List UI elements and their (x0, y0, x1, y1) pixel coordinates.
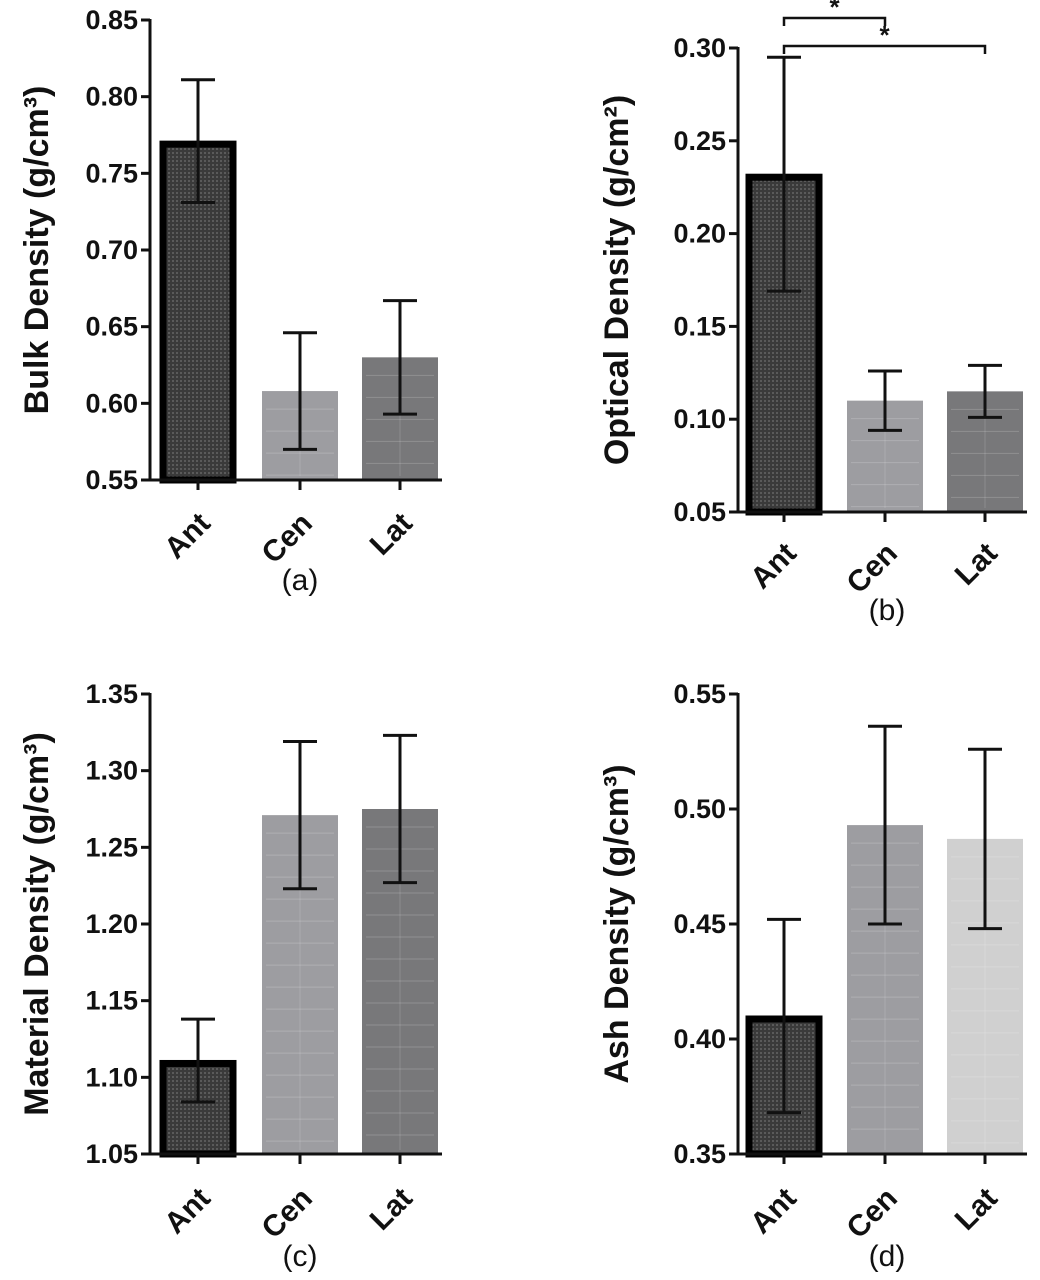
y-tick-label: 0.75 (85, 158, 138, 188)
x-tick-label-ant: Ant (158, 1182, 217, 1241)
x-tick-label-lat: Lat (364, 507, 419, 562)
x-tick-label-cen: Cen (841, 1182, 904, 1245)
chart-panel-d: 0.35 0.40 0.45 0.50 0.55 Ant Cen Lat Ash Density… (598, 679, 1027, 1273)
y-tick-label: 1.20 (85, 909, 138, 939)
significance-bracket (782, 16, 887, 26)
y-tick-label: 0.70 (85, 235, 138, 265)
x-tick-label-cen: Cen (256, 1182, 319, 1245)
y-axis-title: Material Density (g/cm³) (18, 732, 56, 1116)
x-tick-label-lat: Lat (949, 537, 1004, 592)
y-tick-label: 0.55 (85, 465, 138, 495)
y-tick-label: 0.85 (85, 5, 138, 35)
y-tick-label: 1.30 (85, 756, 138, 786)
x-tick-label-lat: Lat (949, 1182, 1004, 1237)
significance-star: * (879, 20, 890, 50)
y-tick-label: 0.60 (85, 388, 138, 418)
x-tick-label-lat: Lat (364, 1182, 419, 1237)
y-tick-label: 1.10 (85, 1062, 138, 1092)
y-tick-label: 0.25 (673, 126, 726, 156)
chart-panel-b: 0.05 0.10 0.15 0.20 0.25 0.30 Ant Cen Lat Optical… (598, 0, 1027, 627)
y-tick-label: 1.05 (85, 1139, 138, 1169)
y-tick-label: 0.30 (673, 33, 726, 63)
x-tick-label-ant: Ant (158, 507, 217, 566)
y-tick-label: 0.15 (673, 311, 726, 341)
panel-label: (d) (869, 1240, 906, 1273)
y-tick-label: 0.35 (673, 1139, 726, 1169)
chart-panel-c: 1.05 1.10 1.15 1.20 1.25 1.30 1.35 Ant Cen Lat Mat… (18, 679, 442, 1273)
y-tick-label: 1.35 (85, 679, 138, 709)
x-tick-label-cen: Cen (841, 537, 904, 600)
x-tick-label-ant: Ant (744, 537, 803, 596)
panel-label: (b) (869, 594, 906, 627)
chart-panel-a: 0.55 0.60 0.65 0.70 0.75 0.80 0.85 Ant Cen Lat Bul… (18, 5, 442, 597)
panel-label: (a) (282, 564, 319, 597)
y-tick-label: 0.40 (673, 1024, 726, 1054)
y-axis-title: Bulk Density (g/cm³) (18, 86, 56, 415)
significance-star: * (829, 0, 840, 22)
y-axis-title: Optical Density (g/cm²) (598, 95, 636, 465)
y-tick-label: 0.45 (673, 909, 726, 939)
panel-label: (c) (283, 1240, 318, 1273)
y-axis-title: Ash Density (g/cm³) (598, 764, 636, 1083)
y-tick-label: 1.25 (85, 832, 138, 862)
y-tick-label: 0.50 (673, 794, 726, 824)
x-tick-label-ant: Ant (744, 1182, 803, 1241)
y-tick-label: 0.10 (673, 404, 726, 434)
y-tick-label: 0.20 (673, 219, 726, 249)
y-tick-label: 0.65 (85, 312, 138, 342)
x-tick-label-cen: Cen (256, 507, 319, 570)
significance-bracket (782, 44, 987, 54)
y-tick-label: 0.55 (673, 679, 726, 709)
y-tick-label: 0.05 (673, 497, 726, 527)
y-tick-label: 1.15 (85, 986, 138, 1016)
y-tick-label: 0.80 (85, 82, 138, 112)
